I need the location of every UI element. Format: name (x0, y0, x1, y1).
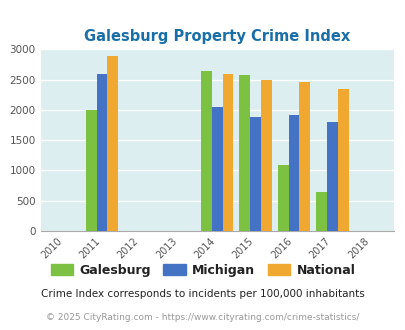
Text: © 2025 CityRating.com - https://www.cityrating.com/crime-statistics/: © 2025 CityRating.com - https://www.city… (46, 313, 359, 322)
Bar (277, 165, 288, 231)
Bar (249, 116, 260, 231)
Bar (315, 192, 326, 231)
Bar (211, 107, 222, 231)
Bar (298, 82, 309, 231)
Title: Galesburg Property Crime Index: Galesburg Property Crime Index (84, 29, 350, 44)
Bar (86, 110, 96, 231)
Bar (107, 55, 118, 231)
Bar (239, 75, 249, 231)
Bar (222, 74, 233, 231)
Bar (337, 89, 347, 231)
Text: Crime Index corresponds to incidents per 100,000 inhabitants: Crime Index corresponds to incidents per… (41, 289, 364, 299)
Bar (326, 122, 337, 231)
Legend: Galesburg, Michigan, National: Galesburg, Michigan, National (45, 259, 360, 282)
Bar (96, 74, 107, 231)
Bar (260, 80, 271, 231)
Bar (200, 71, 211, 231)
Bar (288, 115, 298, 231)
